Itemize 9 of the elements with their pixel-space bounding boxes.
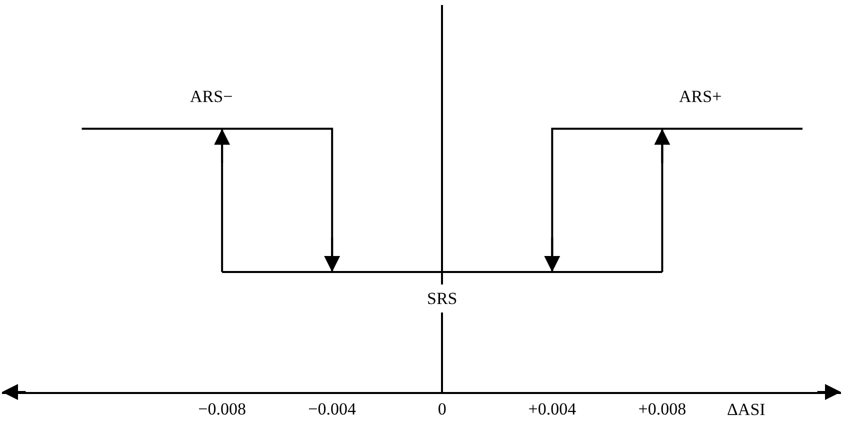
x-tick-label: −0.004: [308, 399, 357, 418]
x-tick-label: −0.008: [198, 399, 246, 418]
x-tick-label: +0.004: [528, 399, 577, 418]
annotation: ARS+: [679, 87, 722, 106]
x-axis-title: ΔASI: [727, 400, 766, 419]
annotation: SRS: [427, 289, 458, 308]
x-tick-label: +0.008: [638, 399, 686, 418]
annotation: ARS−: [190, 87, 233, 106]
x-tick-label: 0: [438, 399, 446, 418]
